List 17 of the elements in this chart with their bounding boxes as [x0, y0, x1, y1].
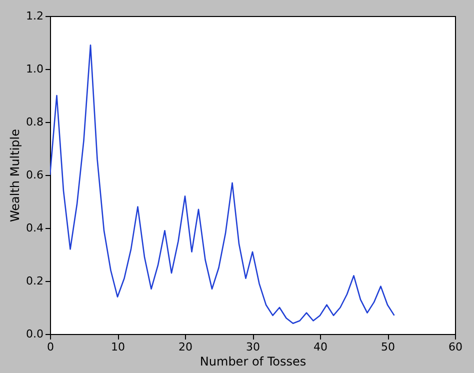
y-tick-label: 0.2: [26, 274, 44, 288]
x-tick-label: 30: [246, 340, 260, 354]
y-tick-label: 0.4: [26, 222, 44, 234]
y-tick-label: 1.0: [26, 62, 44, 76]
x-tick-label: 50: [381, 340, 395, 354]
y-tick-label: 1.2: [26, 10, 44, 22]
x-tick-label: 0: [47, 340, 54, 354]
x-tick-label: 20: [178, 340, 192, 354]
line-series: [50, 44, 395, 324]
y-tick-label: 0.8: [26, 116, 44, 128]
y-tick-label: 0.6: [26, 168, 44, 182]
x-tick-label: 60: [448, 340, 462, 354]
y-axis-title: Wealth Multiple: [8, 128, 22, 222]
x-tick-label: 10: [111, 340, 125, 354]
y-tick-label: 0.0: [26, 328, 44, 340]
x-tick-label: 40: [314, 340, 328, 354]
x-axis-title: Number of Tosses: [200, 354, 306, 368]
